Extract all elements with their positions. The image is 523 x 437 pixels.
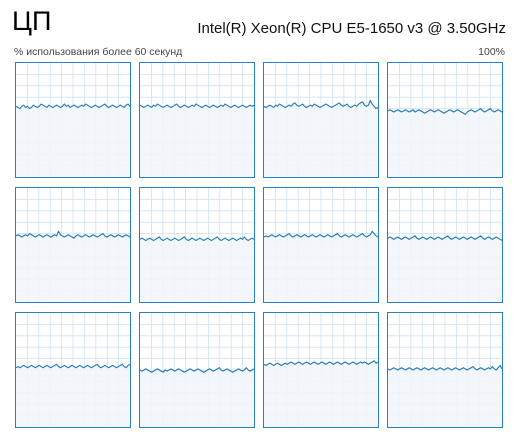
core-graph-10[interactable] bbox=[139, 312, 255, 428]
core-graph-2[interactable] bbox=[139, 62, 255, 178]
usage-line bbox=[140, 366, 254, 373]
usage-line bbox=[388, 364, 502, 371]
usage-line bbox=[140, 236, 254, 242]
usage-area bbox=[140, 237, 254, 302]
usage-area bbox=[140, 104, 254, 177]
usage-area bbox=[16, 364, 130, 427]
cpu-model-label: Intel(R) Xeon(R) CPU E5-1650 v3 @ 3.50GH… bbox=[197, 20, 506, 37]
usage-line bbox=[264, 99, 378, 110]
core-graph-1[interactable] bbox=[15, 62, 131, 178]
usage-area bbox=[264, 100, 378, 177]
core-graph-7[interactable] bbox=[263, 187, 379, 303]
core-graph-12[interactable] bbox=[387, 312, 503, 428]
usage-area bbox=[388, 235, 502, 302]
core-graphs-grid[interactable] bbox=[15, 62, 504, 428]
max-usage-label: 100% bbox=[478, 46, 505, 58]
usage-area bbox=[388, 365, 502, 427]
core-graph-6[interactable] bbox=[139, 187, 255, 303]
usage-line bbox=[16, 363, 130, 369]
usage-caption: % использования более 60 секунд bbox=[14, 46, 183, 58]
usage-area bbox=[264, 231, 378, 302]
usage-area bbox=[16, 231, 130, 302]
usage-line bbox=[388, 107, 502, 116]
usage-line bbox=[16, 103, 130, 110]
usage-area bbox=[264, 360, 378, 427]
core-graph-3[interactable] bbox=[263, 62, 379, 178]
usage-line bbox=[264, 360, 378, 367]
usage-area bbox=[388, 108, 502, 177]
usage-area bbox=[16, 104, 130, 177]
usage-line bbox=[16, 230, 130, 239]
usage-line bbox=[140, 103, 254, 109]
page-title: ЦП bbox=[12, 6, 52, 36]
usage-line bbox=[388, 235, 502, 241]
core-graph-5[interactable] bbox=[15, 187, 131, 303]
core-graph-11[interactable] bbox=[263, 312, 379, 428]
usage-line bbox=[264, 230, 378, 238]
core-graph-4[interactable] bbox=[387, 62, 503, 178]
core-graph-8[interactable] bbox=[387, 187, 503, 303]
usage-area bbox=[140, 367, 254, 427]
core-graph-9[interactable] bbox=[15, 312, 131, 428]
